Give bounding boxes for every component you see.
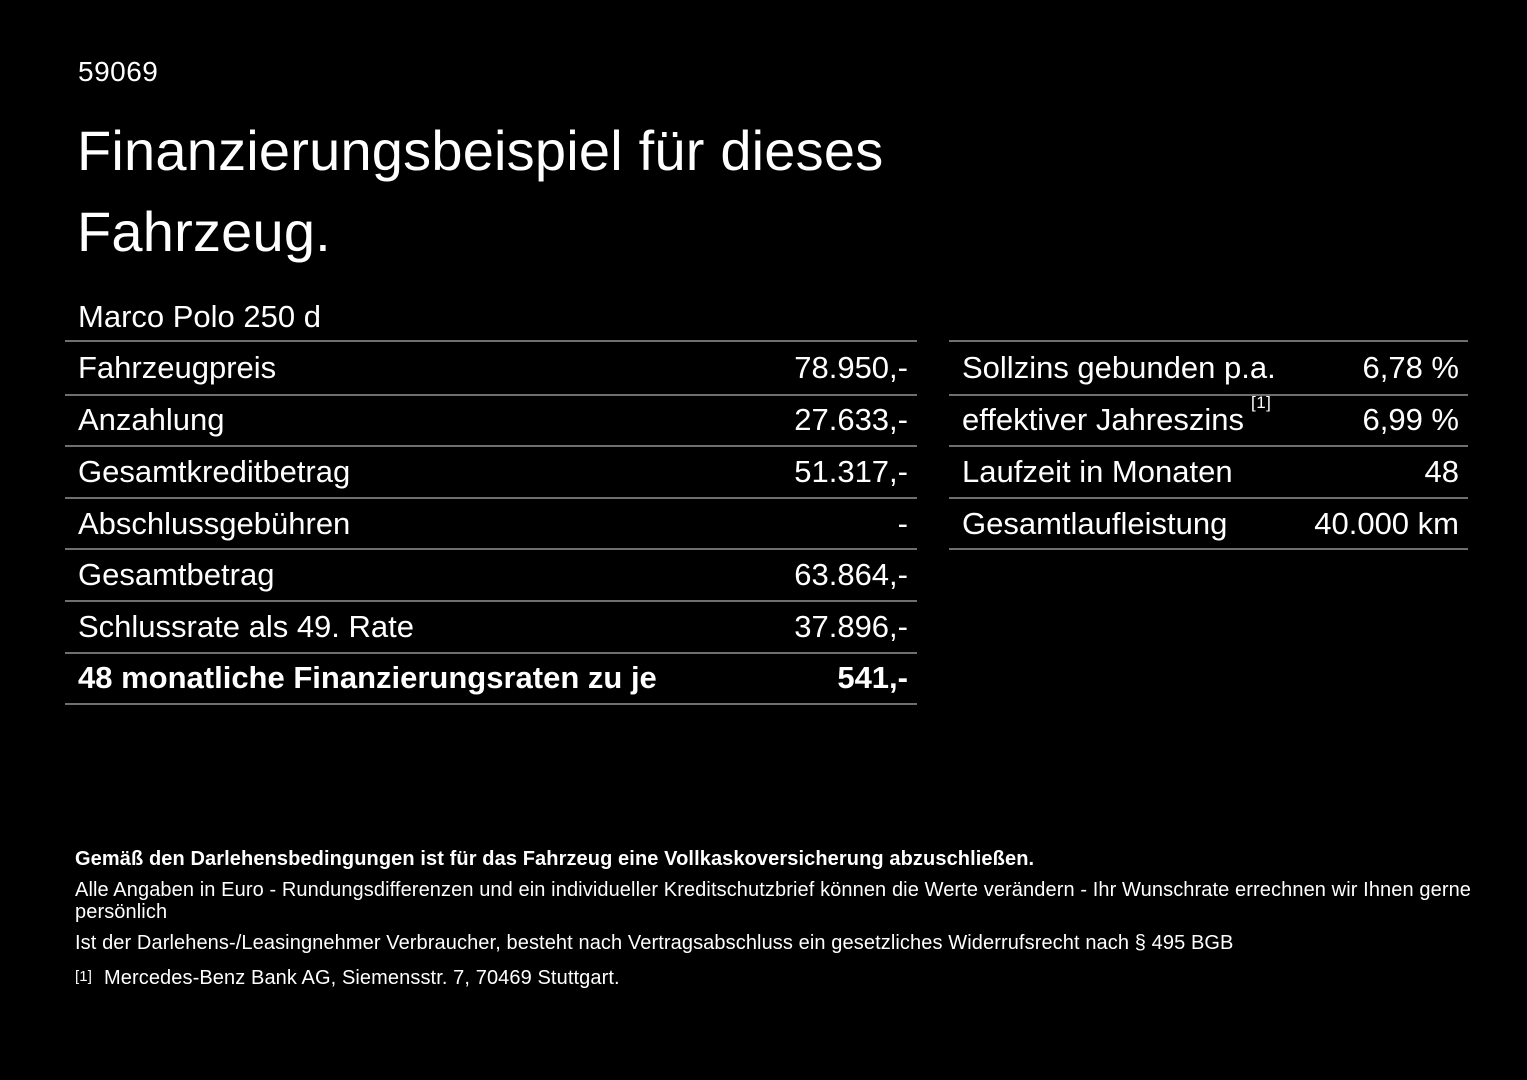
footnote-bank: [1] Mercedes-Benz Bank AG, Siemensstr. 7,… <box>75 967 1475 991</box>
row-value: 51.317,- <box>794 453 908 489</box>
page-title: Finanzierungsbeispiel für dieses Fahrzeu… <box>77 110 883 272</box>
row-label: Fahrzeugpreis <box>78 349 277 385</box>
row-value: 37.896,- <box>794 608 908 644</box>
table-row-monatsrate: 48 monatliche Finanzierungsraten zu je 5… <box>65 651 917 704</box>
listing-id: 59069 <box>78 56 159 87</box>
page-title-line1: Finanzierungsbeispiel für dieses <box>77 119 884 182</box>
table-row-gesamtkreditbetrag: Gesamtkreditbetrag 51.317,- <box>65 445 917 497</box>
vehicle-model-name: Marco Polo 250 d <box>78 299 321 334</box>
row-label: Anzahlung <box>78 402 225 438</box>
terms-table: Sollzins gebunden p.a. 6,78 % effektiver… <box>949 340 1468 551</box>
row-label: Laufzeit in Monaten <box>962 453 1233 489</box>
disclaimer-insurance: Gemäß den Darlehensbedingungen ist für d… <box>75 848 1035 870</box>
table-row-sollzins: Sollzins gebunden p.a. 6,78 % <box>949 342 1468 394</box>
row-value: 40.000 km <box>1314 505 1459 541</box>
page-title-line2: Fahrzeug. <box>77 200 331 264</box>
row-label: Abschlussgebühren <box>78 505 351 541</box>
row-label: Gesamtbetrag <box>78 557 275 593</box>
disclaimer-euro: Alle Angaben in Euro - Rundungsdifferenz… <box>75 879 1472 923</box>
table-row-fahrzeugpreis: Fahrzeugpreis 78.950,- <box>65 342 917 394</box>
footnote-text: Mercedes-Benz Bank AG, Siemensstr. 7, 70… <box>103 967 620 989</box>
table-row-gesamtlaufleistung: Gesamtlaufleistung 40.000 km <box>949 496 1468 549</box>
row-label: Gesamtlaufleistung <box>962 505 1228 541</box>
table-row-anzahlung: Anzahlung 27.633,- <box>65 393 917 446</box>
row-value: 6,78 % <box>1362 349 1459 385</box>
footer-disclaimer: Gemäß den Darlehensbedingungen ist für d… <box>75 848 1475 991</box>
table-row-abschlussgebuehren: Abschlussgebühren - <box>65 496 917 549</box>
row-label: effektiver Jahreszins [1] <box>962 393 1271 438</box>
row-value: 78.950,- <box>794 349 908 385</box>
footnote-marker: [1] <box>75 968 92 985</box>
table-row-schlussrate: Schlussrate als 49. Rate 37.896,- <box>65 599 917 652</box>
row-value: 48 <box>1424 453 1459 489</box>
row-label: 48 monatliche Finanzierungsraten zu je <box>78 660 657 696</box>
row-label: Gesamtkreditbetrag <box>78 453 351 489</box>
finance-table: Fahrzeugpreis 78.950,- Anzahlung 27.633,… <box>65 340 917 706</box>
row-label: Schlussrate als 49. Rate <box>78 608 415 644</box>
table-row-effektiver-jahreszins: effektiver Jahreszins [1] 6,99 % <box>949 393 1468 446</box>
row-value: - <box>897 505 908 541</box>
row-value: 27.633,- <box>794 402 908 438</box>
row-value: 6,99 % <box>1362 402 1459 438</box>
row-label-text: effektiver Jahreszins <box>962 402 1244 438</box>
row-label: Sollzins gebunden p.a. <box>962 349 1276 385</box>
footnote-marker: [1] <box>1251 393 1272 413</box>
row-value: 541,- <box>837 660 908 696</box>
table-row-gesamtbetrag: Gesamtbetrag 63.864,- <box>65 548 917 600</box>
table-row-laufzeit: Laufzeit in Monaten 48 <box>949 445 1468 497</box>
disclaimer-widerrufsrecht: Ist der Darlehens-/Leasingnehmer Verbrau… <box>75 932 1234 954</box>
row-value: 63.864,- <box>794 557 908 593</box>
